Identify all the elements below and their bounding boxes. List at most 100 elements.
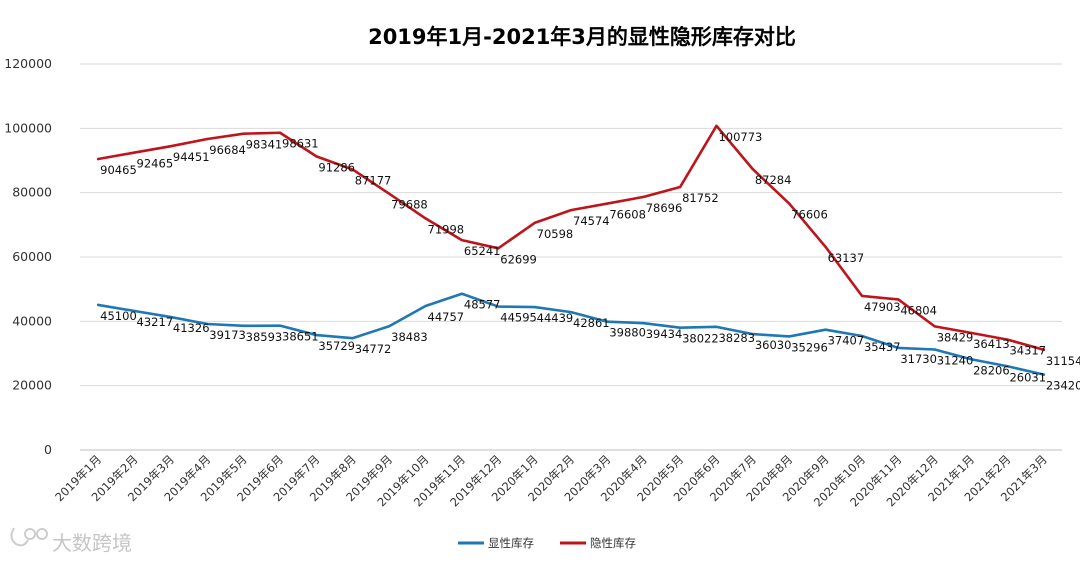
data-label: 98341 (246, 138, 283, 152)
data-label: 90465 (100, 163, 137, 177)
data-point (824, 328, 827, 331)
data-label: 87177 (355, 174, 392, 188)
chart-title: 2019年1月-2021年3月的显性隐形库存对比 (368, 25, 796, 49)
data-point (133, 309, 136, 313)
data-point (387, 192, 391, 195)
data-point (642, 321, 645, 325)
data-label: 65241 (464, 244, 501, 258)
data-label: 41326 (173, 321, 210, 335)
data-point (788, 335, 791, 338)
data-label: 96684 (209, 143, 246, 157)
data-label: 28206 (973, 363, 1010, 377)
data-point (497, 305, 500, 308)
data-point (969, 358, 973, 361)
data-label: 91286 (318, 160, 355, 174)
legend-label-implicit: 隐性库存 (590, 536, 636, 550)
data-label: 42861 (573, 316, 610, 330)
data-label: 76608 (609, 208, 646, 222)
y-axis: 0 20000 40000 60000 80000 100000 120000 (4, 56, 52, 457)
y-tick-label: 100000 (4, 120, 52, 135)
x-axis: 2019年1月2019年2月2019年3月2019年4月2019年5月2019年… (52, 452, 1050, 509)
watermark-logo-icon (10, 527, 48, 547)
data-point (751, 168, 755, 171)
data-label: 38429 (937, 330, 974, 344)
data-point (169, 315, 173, 319)
data-label: 34317 (1009, 344, 1046, 358)
data-point (133, 151, 136, 154)
data-point (460, 238, 464, 242)
data-label: 44439 (537, 311, 574, 325)
data-point (933, 348, 936, 351)
data-point (96, 303, 100, 307)
y-tick-label: 80000 (12, 185, 52, 200)
data-label: 74574 (573, 214, 610, 228)
y-tick-label: 120000 (4, 56, 52, 71)
data-label: 98631 (282, 137, 319, 151)
data-point (824, 245, 827, 249)
data-label: 81752 (682, 191, 719, 205)
data-label: 39434 (646, 327, 683, 341)
y-tick-label: 60000 (12, 249, 52, 264)
data-point (533, 305, 536, 309)
y-tick-label: 40000 (12, 313, 52, 328)
data-label: 31730 (900, 352, 937, 366)
data-label: 79688 (391, 198, 428, 212)
data-point (351, 168, 354, 171)
data-label: 63137 (828, 251, 865, 265)
series-lines (96, 124, 1046, 376)
data-label: 48577 (464, 298, 501, 312)
data-label: 26031 (1009, 370, 1046, 384)
data-point (351, 336, 354, 340)
data-label: 34772 (355, 342, 392, 356)
data-point (569, 208, 573, 212)
data-label: 39173 (209, 328, 246, 342)
data-point (424, 304, 427, 308)
data-label: 92465 (137, 157, 174, 171)
data-label: 38651 (282, 330, 319, 344)
data-label: 38022 (682, 332, 719, 346)
data-label: 45100 (100, 309, 137, 323)
data-label: 35296 (791, 340, 828, 354)
data-label: 31240 (937, 354, 974, 368)
data-point (1006, 365, 1009, 368)
data-label: 46804 (900, 303, 937, 317)
data-point (533, 221, 536, 225)
data-label: 39880 (609, 326, 646, 340)
data-point (678, 326, 682, 329)
data-point (315, 333, 318, 337)
data-label: 31154 (1046, 354, 1080, 368)
data-point (897, 298, 900, 301)
data-point (1006, 338, 1009, 341)
data-point (897, 346, 900, 350)
data-label: 38483 (391, 330, 428, 344)
data-label: 35437 (864, 340, 901, 354)
data-point (96, 157, 100, 161)
data-point (242, 324, 245, 328)
data-point (751, 332, 755, 336)
watermark: 大数跨境 (10, 527, 132, 555)
data-label: 78696 (646, 201, 683, 215)
data-point (424, 217, 427, 220)
data-label: 100773 (718, 130, 762, 144)
data-point (387, 325, 391, 328)
data-point (788, 202, 791, 205)
data-point (569, 310, 573, 314)
data-point (1042, 373, 1046, 376)
data-label: 44595 (500, 311, 537, 325)
watermark-text: 大数跨境 (52, 531, 132, 555)
data-point (206, 322, 209, 326)
data-point (715, 325, 718, 329)
data-point (969, 331, 973, 335)
data-point (715, 124, 718, 128)
data-point (642, 195, 645, 199)
data-label: 62699 (500, 252, 537, 266)
data-point (606, 202, 609, 205)
data-label: 44757 (428, 310, 465, 324)
data-point (497, 247, 500, 250)
legend: 显性库存 隐性库存 (458, 536, 636, 550)
data-label: 37407 (828, 334, 865, 348)
data-point (278, 324, 282, 327)
legend-label-explicit: 显性库存 (488, 536, 534, 550)
y-tick-label: 0 (44, 442, 52, 457)
